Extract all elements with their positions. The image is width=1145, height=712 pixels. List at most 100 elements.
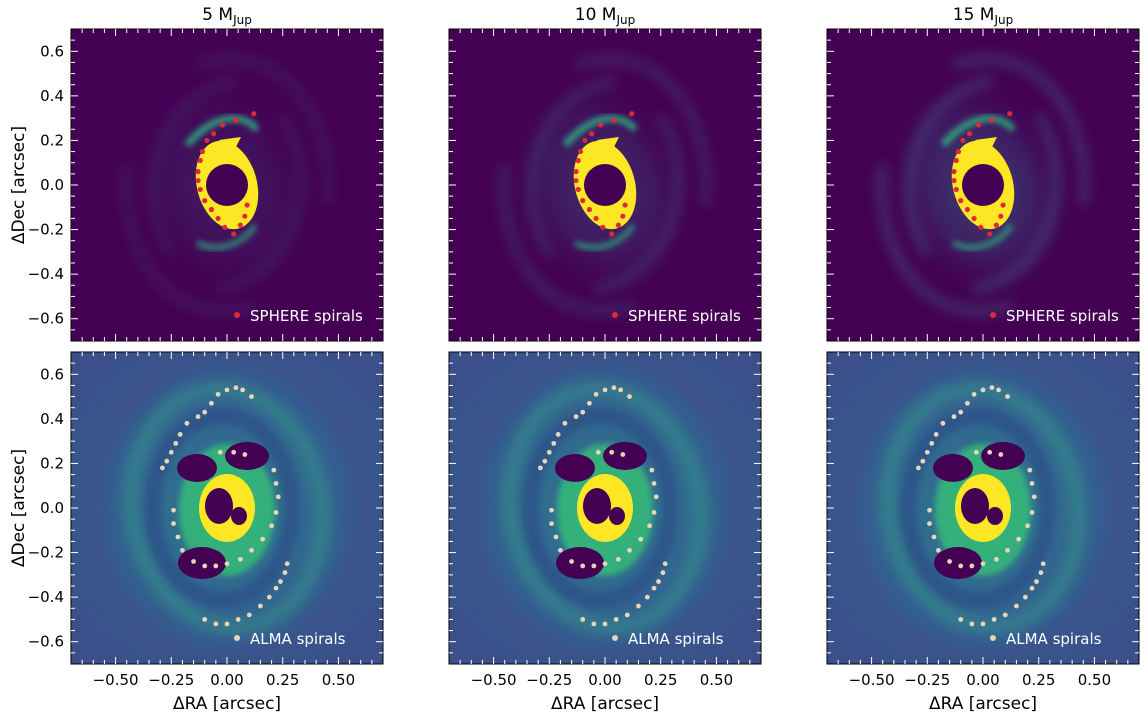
alma-spiral-point: [958, 617, 964, 622]
alma-spiral-point: [936, 547, 941, 553]
sphere-spiral-point: [589, 131, 595, 137]
alma-spiral-point: [273, 585, 279, 591]
alma-spiral-point: [602, 387, 608, 393]
y-tick-label: 0.4: [40, 410, 64, 428]
sphere-spiral-point: [222, 224, 228, 230]
alma-spiral-point: [649, 467, 655, 473]
alma-spiral-point: [1005, 394, 1010, 399]
sphere-spiral-point: [215, 215, 221, 222]
sphere-spiral-point: [629, 111, 635, 117]
alma-spiral-point: [549, 521, 554, 526]
sphere-spiral-point: [204, 137, 210, 144]
x-tick-label: −0.50: [93, 671, 139, 689]
sphere-spiral-point: [1000, 202, 1006, 208]
gap-ring: [522, 408, 678, 608]
alma-spiral-point: [273, 510, 279, 515]
panel-image: [449, 29, 761, 341]
alma-spiral-point: [184, 420, 190, 426]
sphere-spiral-point: [611, 117, 617, 123]
y-tick-label: 0.6: [40, 365, 64, 383]
alma-spiral-point: [202, 563, 208, 569]
inner-cavity: [961, 488, 989, 524]
alma-spiral-point: [213, 621, 219, 627]
spiral-arm: [148, 75, 239, 258]
alma-spiral-point: [224, 387, 230, 393]
sphere-spiral-point: [211, 131, 217, 137]
legend-label: ALMA spirals: [628, 630, 724, 648]
sphere-spiral-point: [593, 215, 599, 222]
x-axis-label: ΔRA [arcsec]: [929, 694, 1037, 712]
sphere-spiral-point: [958, 198, 964, 204]
saturated-ring: [597, 137, 619, 157]
alma-spiral-point: [915, 465, 921, 471]
alma-spiral-point: [969, 563, 975, 569]
alma-spiral-point: [620, 452, 626, 457]
alma-spiral-point: [273, 481, 279, 486]
alma-spiral-point: [1029, 510, 1035, 515]
alma-spiral-point: [998, 452, 1004, 457]
inner-cavity: [206, 164, 248, 206]
dark-lobe: [225, 442, 269, 470]
alma-spiral-point: [931, 534, 937, 540]
alma-spiral-point: [242, 452, 248, 457]
y-tick-label: 0.0: [40, 499, 64, 517]
alma-spiral-point: [562, 420, 568, 426]
alma-spiral-point: [159, 465, 165, 471]
alma-spiral-point: [980, 561, 986, 567]
y-axis-label: ΔDec [arcsec]: [9, 449, 29, 567]
sphere-spiral-point: [951, 169, 957, 175]
alma-spiral-point: [278, 579, 283, 584]
x-tick-label: 0.25: [644, 671, 677, 689]
x-tick-label: 0.50: [1078, 671, 1111, 689]
alma-spiral-point: [569, 559, 574, 564]
alma-spiral-point: [993, 556, 999, 562]
alma-spiral-point: [591, 621, 597, 627]
alma-spiral-point: [656, 579, 661, 584]
spiral-arm: [526, 75, 617, 258]
sphere-spiral-point: [978, 224, 984, 230]
alma-spiral-point: [551, 440, 557, 446]
alma-spiral-point: [969, 621, 975, 627]
dark-lobe: [178, 547, 226, 579]
alma-spiral-point: [653, 494, 659, 500]
alma-spiral-point: [246, 612, 252, 618]
x-tick-label: 0.50: [700, 671, 733, 689]
alma-spiral-point: [627, 547, 632, 553]
legend-label: SPHERE spirals: [250, 307, 363, 325]
alma-spiral-point: [947, 559, 952, 564]
inner-cavity: [231, 507, 247, 525]
axis-ticks: [71, 29, 383, 341]
x-tick-label: 0.00: [210, 671, 243, 689]
dark-lobe: [933, 454, 973, 482]
dark-lobe: [934, 547, 982, 579]
alma-spiral-point: [573, 414, 579, 420]
alma-spiral-point: [618, 387, 623, 393]
alma-spiral-point: [927, 521, 932, 526]
dark-lobe: [556, 547, 604, 579]
sphere-spiral-point: [967, 131, 973, 137]
y-tick-label: −0.6: [28, 310, 64, 328]
alma-spiral-point: [224, 621, 230, 627]
alma-spiral-point: [1034, 579, 1039, 584]
inner-cavity: [962, 164, 1004, 206]
alma-spiral-point: [215, 391, 221, 397]
alma-spiral-point: [591, 563, 597, 569]
y-tick-label: −0.2: [28, 544, 64, 562]
spiral-arm: [502, 381, 708, 635]
saturated-ring: [975, 137, 997, 157]
alma-spiral-point: [1002, 612, 1008, 618]
sphere-spiral-point: [615, 222, 621, 228]
alma-spiral-point: [933, 432, 939, 437]
x-tick-label: −0.25: [526, 671, 572, 689]
alma-spiral-point: [175, 534, 181, 540]
gap-ring: [144, 408, 300, 608]
spiral-arm: [904, 75, 995, 258]
alma-spiral-point: [958, 563, 964, 569]
bright-arc: [940, 115, 1016, 148]
sphere-spiral-point: [960, 137, 966, 144]
alma-spiral-point: [1022, 594, 1028, 600]
sphere-spiral-point: [208, 206, 214, 213]
alma-spiral-point: [929, 440, 935, 446]
sphere-spiral-point: [586, 206, 593, 213]
alma-spiral-point: [237, 556, 243, 562]
